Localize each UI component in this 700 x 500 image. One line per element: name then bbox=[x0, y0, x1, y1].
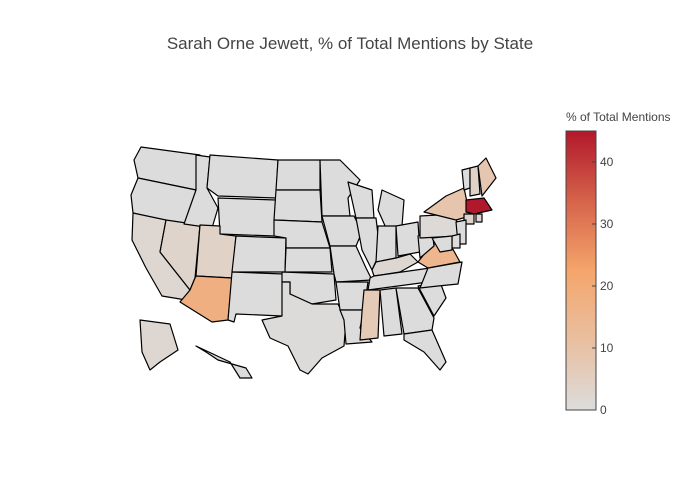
state-co[interactable] bbox=[231, 235, 287, 273]
state-tx[interactable] bbox=[261, 281, 347, 375]
state-ms[interactable] bbox=[359, 289, 381, 341]
state-me[interactable] bbox=[477, 157, 497, 197]
state-ri[interactable] bbox=[475, 213, 483, 223]
state-de[interactable] bbox=[451, 233, 461, 249]
colorbar-tick-label: 30 bbox=[600, 217, 614, 231]
colorbar bbox=[565, 130, 597, 411]
state-hi[interactable] bbox=[195, 345, 253, 379]
colorbar-tick-label: 10 bbox=[600, 341, 614, 355]
state-in[interactable] bbox=[375, 225, 397, 263]
state-vt[interactable] bbox=[461, 167, 471, 191]
state-ma[interactable] bbox=[465, 197, 493, 215]
states-layer bbox=[130, 146, 497, 379]
state-nm[interactable] bbox=[227, 271, 285, 323]
state-mt[interactable] bbox=[206, 154, 279, 199]
colorbar-tick-label: 40 bbox=[600, 155, 614, 169]
chart-title: Sarah Orne Jewett, % of Total Mentions b… bbox=[166, 34, 534, 53]
state-nd[interactable] bbox=[275, 159, 321, 191]
state-ks[interactable] bbox=[284, 247, 333, 273]
state-wi[interactable] bbox=[347, 181, 375, 219]
state-mi[interactable] bbox=[377, 189, 405, 229]
state-sd[interactable] bbox=[273, 189, 323, 223]
state-al[interactable] bbox=[379, 287, 403, 337]
state-nh[interactable] bbox=[469, 165, 481, 197]
state-md[interactable] bbox=[431, 235, 453, 253]
colorbar-tick-label: 0 bbox=[600, 403, 607, 417]
colorbar-gradient bbox=[565, 130, 597, 411]
state-fl[interactable] bbox=[403, 329, 447, 371]
colorbar-tick-label: 20 bbox=[600, 279, 614, 293]
state-oh[interactable] bbox=[395, 221, 421, 257]
state-ak[interactable] bbox=[139, 319, 179, 371]
state-ga[interactable] bbox=[395, 287, 435, 335]
state-wy[interactable] bbox=[217, 197, 277, 237]
colorbar-title: % of Total Mentions bbox=[566, 110, 671, 124]
state-ia[interactable] bbox=[321, 215, 363, 247]
